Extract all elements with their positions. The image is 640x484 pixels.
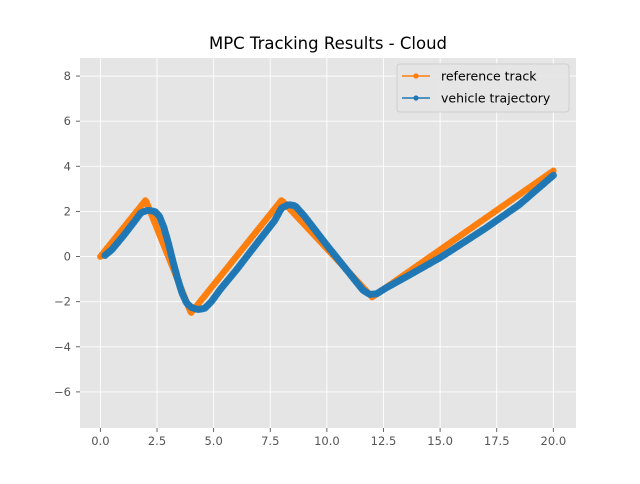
data-point — [549, 171, 557, 179]
x-tick-label: 12.5 — [371, 434, 397, 448]
x-tick-label: 7.5 — [261, 434, 279, 448]
legend-label: vehicle trajectory — [441, 91, 551, 106]
y-tick-label: −2 — [54, 295, 71, 309]
y-tick-label: 8 — [64, 69, 71, 83]
y-tick-label: 4 — [64, 159, 71, 173]
x-tick-label: 0.0 — [91, 434, 109, 448]
y-tick-label: 6 — [64, 114, 71, 128]
x-tick-label: 20.0 — [541, 434, 567, 448]
x-tick-label: 15.0 — [427, 434, 453, 448]
legend-item: reference track — [402, 69, 537, 84]
legend-item: vehicle trajectory — [402, 91, 551, 106]
legend-frame — [396, 63, 570, 113]
x-tick-label: 5.0 — [204, 434, 222, 448]
data-series — [97, 167, 557, 316]
y-tick-label: −4 — [54, 340, 71, 354]
x-tick-label: 10.0 — [314, 434, 340, 448]
axis-ticks: 0.0 2.5 5.0 7.5 10.0 12.5 15.0 17.5 20.0 −6 −4 −2 0 2… — [54, 69, 566, 448]
legend-swatch-marker — [413, 95, 419, 101]
legend: reference track vehicle trajectory — [396, 63, 570, 113]
legend-label: reference track — [441, 69, 537, 84]
series-vehicle-trajectory — [101, 171, 557, 314]
x-tick-label: 2.5 — [148, 434, 166, 448]
chart-title: MPC Tracking Results - Cloud — [209, 34, 447, 53]
x-tick-label: 17.5 — [484, 434, 510, 448]
y-tick-label: 2 — [64, 204, 71, 218]
y-tick-label: −6 — [54, 385, 71, 399]
y-tick-label: 0 — [64, 250, 71, 264]
legend-swatch-marker — [413, 73, 419, 79]
